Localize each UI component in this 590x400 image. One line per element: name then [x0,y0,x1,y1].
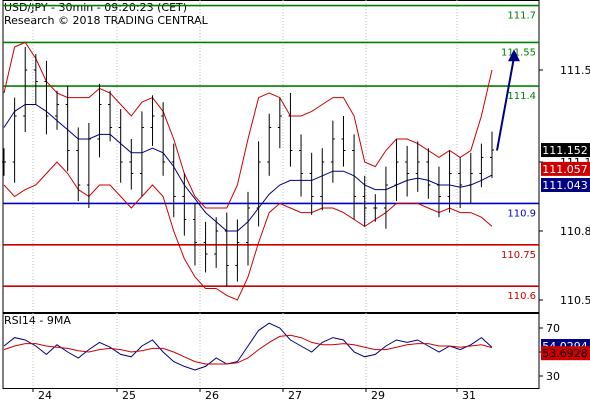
rsi-line [3,322,493,371]
chart-title: USD/JPY - 30min - 09:20:23 (CET) [4,1,188,14]
rsi-chart: RSI14 - 9MA70503054.029453.6928242526272… [2,313,590,400]
price-plot-area [2,0,540,313]
forecast-arrow [496,57,515,151]
rsi-y-tick-label: 30 [546,370,560,383]
value-badge-label: 111.043 [542,179,588,192]
rsi-ma-line [3,334,493,365]
level-label: 111.4 [507,91,536,102]
price-chart: 110.5110.8111.1111.5111.7111.55111.4110.… [2,0,590,313]
price-y-tick-label: 110.8 [560,225,590,238]
x-tick-label: 31 [462,389,476,400]
forecast-arrow-head [508,49,520,62]
price-y-tick-label: 111.5 [560,64,590,77]
value-badge [541,178,590,192]
x-tick-label: 29 [371,389,385,400]
rsi-y-tick-label: 70 [546,322,560,335]
value-badge-label: 111.057 [542,163,588,176]
level-label: 110.75 [501,250,536,261]
x-tick-label: 26 [205,389,219,400]
rsi-title: RSI14 - 9MA [4,314,71,327]
x-tick-label: 27 [288,389,302,400]
price-y-tick-label: 110.5 [560,294,590,307]
bollinger-lower-line [3,161,493,301]
x-tick-label: 24 [38,389,52,400]
level-label: 110.9 [507,208,536,219]
value-badge [541,346,590,361]
value-badge [541,161,590,176]
chart-subtitle: Research © 2018 TRADING CENTRAL [4,14,208,27]
x-tick-label: 25 [122,389,136,400]
value-badge-label: 53.6928 [542,347,588,360]
level-label: 111.7 [507,11,536,22]
value-badge-label: 111.152 [542,144,588,157]
rsi-plot-area [2,313,540,389]
value-badge [541,143,590,158]
level-label: 111.55 [501,47,536,58]
level-label: 110.6 [507,291,536,302]
bollinger-upper-line [3,41,493,209]
